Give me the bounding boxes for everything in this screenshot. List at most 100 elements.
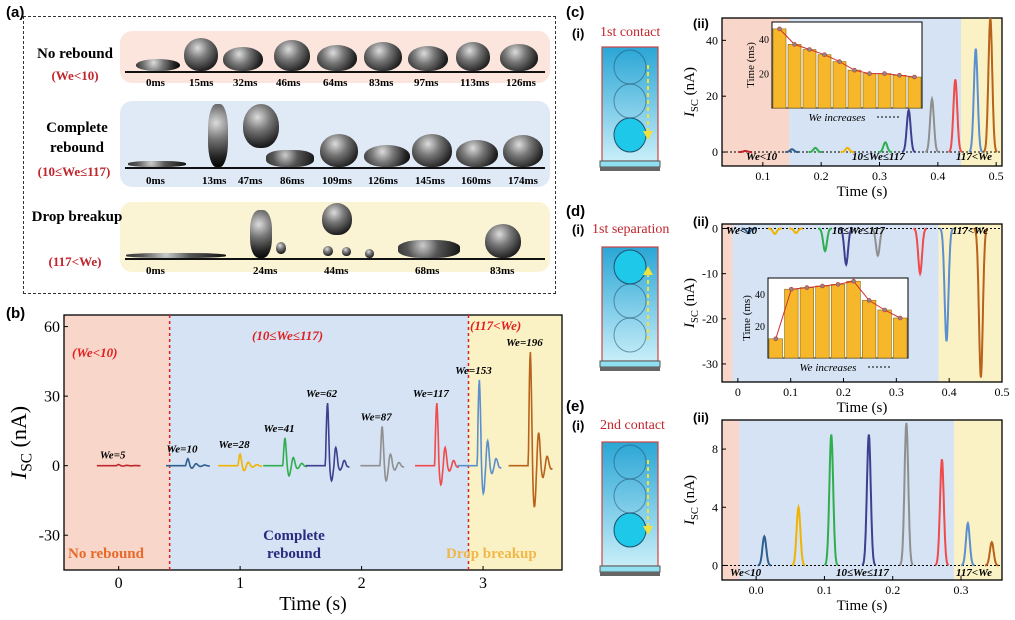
x-tick-label: 3 [479,575,487,592]
row1-cond: (We<10) [51,68,99,83]
inset-bar [784,288,799,359]
drop-image [243,104,279,148]
droplet-trace [613,249,647,285]
row3-substrate [125,258,545,260]
inset-y-label: Time (ms) [745,42,757,88]
motion-arrowhead [643,131,653,140]
inset-point [822,52,827,58]
row1-time-1: 15ms [189,77,214,89]
region-2 [961,18,1002,166]
inset-point [820,283,825,289]
plot-frame [721,17,1003,167]
series-label: We=41 [264,423,295,435]
y-tick-label: 0 [52,458,60,475]
inset-x-label: We increases [800,362,857,374]
row1-time-7: 113ms [460,77,490,89]
drop-image [126,253,226,258]
y-tick-label: 40 [706,33,718,47]
panel-d-title: 1st separation [592,222,670,237]
drop-image [322,203,352,235]
inset-bar [877,73,892,109]
region-0 [722,420,740,580]
drop-image [456,42,490,71]
series-line [508,352,553,508]
x-tick-label: 0.1 [783,385,798,399]
pulse-line [878,141,893,153]
panel-d-label: (d) [566,203,586,220]
row3-cond: (117<We) [48,254,102,269]
series-label: We=153 [455,365,492,377]
region-0 [64,315,170,570]
pulse-line [741,227,756,235]
pulse-line [861,434,877,567]
inset-y-tick: 20 [755,322,765,333]
drop-image [456,140,498,167]
region-label: Drop breakup [446,546,537,562]
series-label: We=62 [306,388,338,400]
pulse-line [983,17,998,153]
inset-point [897,73,902,78]
row3-time-0: 0ms [146,265,165,277]
inset-bar [768,338,783,359]
region-label: 117<We [956,567,992,579]
drop-image [485,224,521,258]
regime-label: (10≤We≤117) [252,328,323,343]
row2-time-4: 109ms [322,175,352,187]
series-line [263,437,308,478]
drop-image [274,40,310,71]
panel-c-sub-ii: (ii) [693,16,709,31]
x-tick-label: 2 [358,575,366,592]
substrate [600,367,660,371]
x-tick-label: 1 [236,575,244,592]
regime-label: (117<We) [470,318,521,333]
region-1 [169,315,469,570]
chart-d: 0 0.1 0.2 0.3 0.4 0.5 0 -10 -20 -30 Time (s) ISC (n… [682,222,1010,415]
inset-point [804,285,810,290]
row2-time-7: 160ms [461,175,491,187]
inset-point [912,74,917,80]
row1-time-0: 0ms [146,77,165,89]
row2-time-6: 145ms [415,175,445,187]
region-label: 117<We [956,151,992,163]
pulse-line [934,459,950,567]
row3-time-2: 44ms [324,265,349,277]
inset-bar [799,287,814,359]
row3-time-4: 83ms [490,265,515,277]
drop-image [276,242,286,254]
droplet-trace [613,512,647,548]
inset-bar [877,309,892,359]
pulse-line [808,146,823,153]
panel-c-sub-i: (i) [572,26,585,41]
pulse-line [823,434,839,567]
region-label: We<10 [746,151,778,163]
series-label: We=5 [100,450,126,462]
panel-e-label: (e) [566,398,585,415]
drop-image [266,150,314,167]
x-axis-label: Time (s) [279,593,347,615]
inset-bar [815,285,830,359]
row1-time-3: 46ms [276,77,301,89]
pulse-line [913,227,928,277]
x-axis-label: Time (s) [837,598,888,614]
inset-bar [893,317,908,359]
pulse-line [960,520,975,567]
y-axis-label: ISC (nA) [682,475,701,526]
series-line [218,452,263,472]
panel-d-sub-ii: (ii) [693,214,709,229]
drop-image [223,47,263,71]
row2-time-5: 126ms [368,175,398,187]
region-label: No rebound [68,546,145,562]
inset-bar [772,28,787,109]
pulse-line [791,503,806,567]
region-1 [739,420,955,580]
plot-frame [721,223,1003,383]
plot-frame [63,314,563,571]
panel-c-label: (c) [566,4,585,21]
row3-time-1: 24ms [253,265,278,277]
chart-b: 0 1 2 3 -30 0 30 60 Time (s) ISC (nA) (We<10) (10≤W… [6,314,563,615]
region-label: 117<We [952,225,988,237]
drop-image [364,145,410,167]
y-tick-label: 8 [712,442,718,456]
x-tick-label: 0.2 [836,385,851,399]
drop-image [320,134,358,167]
